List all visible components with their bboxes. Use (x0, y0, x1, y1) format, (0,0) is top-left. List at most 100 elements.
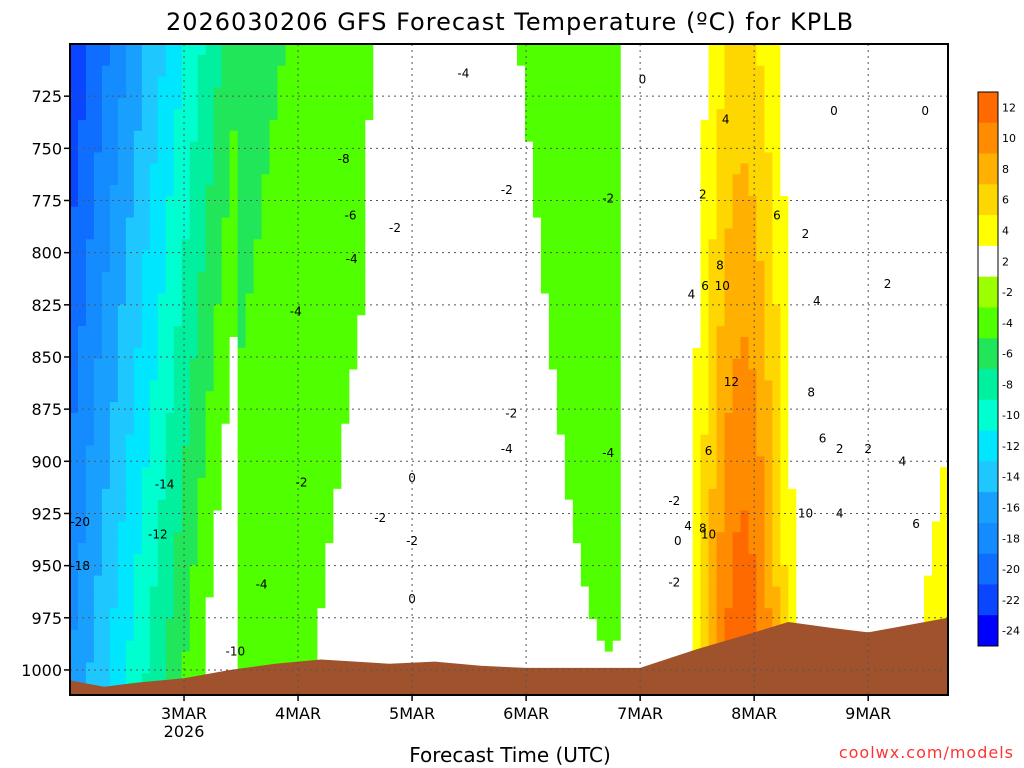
field-cell (724, 391, 734, 403)
field-cell (509, 553, 518, 566)
field-cell (684, 293, 694, 305)
field-cell (405, 44, 414, 56)
field-cell (125, 271, 135, 284)
field-cell (197, 119, 207, 132)
field-cell (604, 564, 614, 577)
field-cell (660, 510, 670, 522)
field-cell (373, 553, 382, 566)
field-cell (668, 206, 678, 219)
field-cell (516, 174, 526, 186)
field-cell (181, 619, 191, 631)
field-cell (205, 217, 215, 230)
field-cell (365, 347, 374, 360)
field-cell (620, 87, 630, 99)
field-cell (556, 65, 566, 78)
field-cell (564, 553, 574, 566)
field-cell (253, 586, 263, 598)
field-cell (237, 662, 247, 674)
field-cell (485, 326, 494, 338)
field-cell (373, 185, 382, 197)
field-cell (588, 445, 598, 457)
field-cell (133, 423, 143, 436)
field-cell (293, 282, 303, 295)
field-cell (524, 521, 534, 533)
field-cell (429, 261, 438, 273)
field-cell (397, 76, 406, 88)
field-cell (429, 304, 438, 316)
field-cell (85, 304, 95, 316)
field-cell (620, 434, 630, 447)
field-cell (125, 564, 135, 577)
field-cell (293, 412, 303, 425)
field-cell (277, 239, 287, 251)
field-cell (636, 434, 646, 447)
field-cell (70, 499, 79, 512)
field-cell (548, 543, 558, 555)
field-cell (149, 412, 159, 425)
field-cell (141, 445, 151, 457)
field-cell (676, 358, 686, 371)
field-cell (365, 434, 374, 447)
field-cell (237, 217, 247, 230)
field-cell (181, 510, 191, 522)
field-cell (365, 76, 374, 88)
field-cell (676, 575, 686, 588)
field-cell (588, 271, 598, 284)
field-cell (389, 445, 398, 457)
field-cell (501, 185, 510, 197)
field-cell (405, 250, 414, 262)
field-cell (357, 586, 366, 598)
field-cell (604, 434, 614, 447)
field-cell (516, 185, 526, 197)
field-cell (221, 391, 231, 403)
field-cell (620, 391, 630, 403)
field-cell (309, 44, 319, 56)
field-cell (580, 87, 590, 99)
field-cell (493, 174, 502, 186)
field-cell (652, 402, 662, 414)
field-cell (708, 119, 718, 132)
field-cell (429, 119, 438, 132)
field-cell (245, 640, 255, 653)
field-cell (173, 619, 183, 631)
field-cell (181, 152, 191, 164)
field-cell (70, 423, 79, 436)
field-cell (197, 608, 207, 620)
field-cell (676, 510, 686, 522)
field-cell (556, 304, 566, 316)
field-cell (85, 488, 95, 501)
field-cell (341, 564, 350, 577)
field-cell (461, 629, 470, 642)
field-cell (445, 87, 454, 99)
field-cell (181, 195, 191, 208)
field-cell (213, 271, 223, 284)
field-cell (93, 130, 103, 143)
field-cell (493, 315, 502, 327)
field-cell (676, 445, 686, 457)
field-cell (692, 478, 702, 490)
field-cell (532, 391, 542, 403)
field-cell (93, 109, 103, 121)
field-cell (445, 217, 454, 230)
field-cell (149, 185, 159, 197)
field-cell (93, 195, 103, 208)
field-cell (588, 109, 598, 121)
field-cell (588, 261, 598, 273)
field-cell (341, 250, 350, 262)
field-cell (285, 119, 295, 132)
field-cell (620, 141, 630, 154)
field-cell (509, 402, 518, 414)
field-cell (317, 228, 327, 240)
field-cell (660, 109, 670, 121)
field-cell (261, 141, 271, 154)
field-cell (604, 65, 614, 78)
field-cell (285, 65, 295, 78)
field-cell (572, 608, 582, 620)
field-cell (501, 163, 510, 175)
field-cell (149, 195, 159, 208)
field-cell (548, 423, 558, 436)
field-cell (532, 195, 542, 208)
field-cell (548, 304, 558, 316)
field-cell (485, 412, 494, 425)
field-cell (716, 532, 726, 544)
